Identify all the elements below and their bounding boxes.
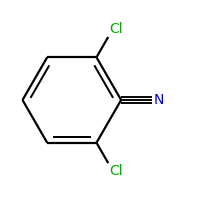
- Text: N: N: [154, 93, 164, 107]
- Text: Cl: Cl: [109, 22, 123, 36]
- Text: Cl: Cl: [109, 164, 123, 178]
